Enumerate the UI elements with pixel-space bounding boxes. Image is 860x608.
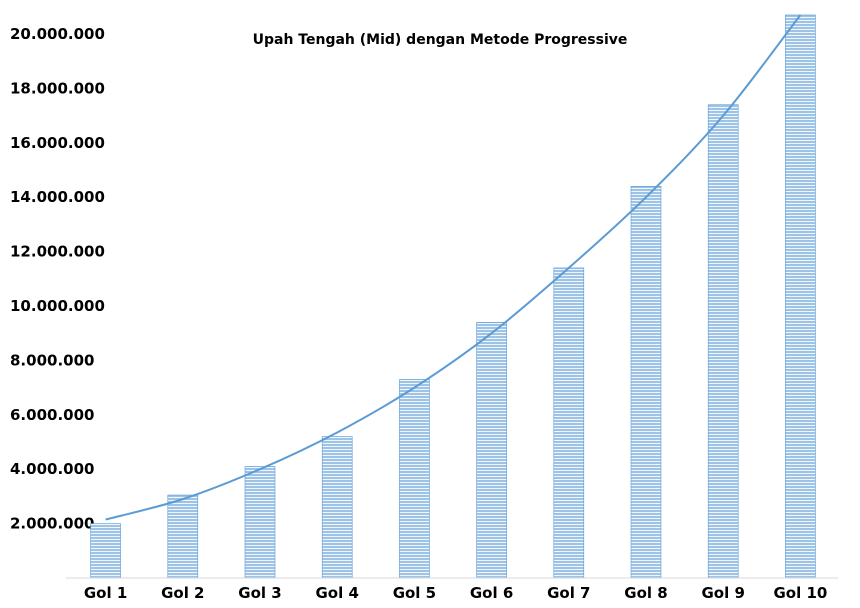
- x-tick-label: Gol 7: [547, 584, 590, 602]
- x-tick-label: Gol 9: [701, 584, 744, 602]
- bars: [90, 14, 816, 579]
- bar-gol-3: [244, 466, 276, 579]
- bar-gol-5: [399, 379, 430, 579]
- y-tick-label: 2.000.000: [10, 515, 94, 533]
- x-tick-label: Gol 6: [470, 584, 513, 602]
- x-tick-label: Gol 8: [624, 584, 667, 602]
- x-tick-label: Gol 5: [393, 584, 436, 602]
- x-tick-label: Gol 10: [773, 584, 827, 602]
- trendline-group: [105, 14, 802, 521]
- bar-gol-8: [630, 186, 662, 579]
- bar-gol-10: [785, 14, 816, 579]
- y-tick-label: 6.000.000: [10, 406, 94, 424]
- x-tick-label: Gol 2: [161, 584, 204, 602]
- y-tick-label: 14.000.000: [10, 188, 105, 206]
- y-tick-label: 8.000.000: [10, 351, 94, 369]
- bar-gol-7: [553, 267, 585, 579]
- chart-title: Upah Tengah (Mid) dengan Metode Progress…: [253, 32, 628, 48]
- bar-gol-4: [321, 436, 353, 579]
- bar-gol-2: [167, 494, 199, 579]
- y-tick-label: 4.000.000: [10, 460, 94, 478]
- bar-gol-6: [476, 322, 507, 579]
- x-tick-label: Gol 3: [238, 584, 281, 602]
- y-tick-label: 12.000.000: [10, 243, 105, 261]
- y-tick-label: 10.000.000: [10, 297, 105, 315]
- bar-gol-9: [707, 104, 739, 579]
- y-tick-label: 18.000.000: [10, 79, 105, 97]
- x-tick-label: Gol 4: [315, 584, 358, 602]
- x-tick-label: Gol 1: [84, 584, 127, 602]
- y-axis-ticks: 2.000.000 4.000.000 6.000.000 8.000.000 10.0…: [10, 25, 105, 533]
- bar-gol-1: [90, 523, 121, 579]
- y-tick-label: 16.000.000: [10, 134, 105, 152]
- x-axis-labels: Gol 1 Gol 2 Gol 3 Gol 4 Gol 5 Gol 6 Gol 7 Gol 8…: [84, 584, 827, 602]
- y-tick-label: 20.000.000: [10, 25, 105, 43]
- trendline: [105, 14, 802, 521]
